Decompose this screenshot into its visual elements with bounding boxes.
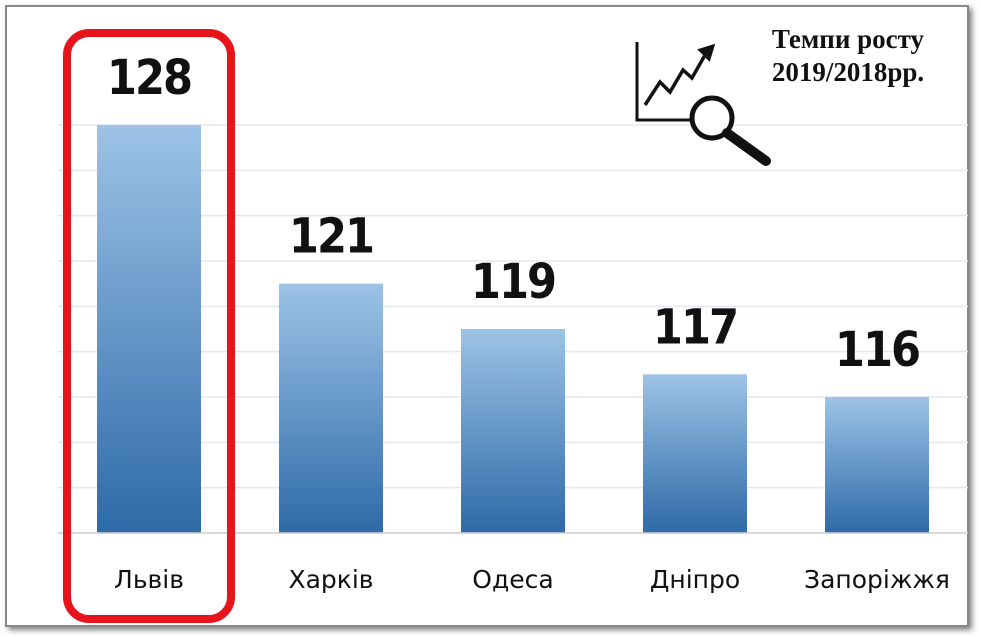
x-tick-label: Харків [288, 565, 373, 594]
bar [643, 374, 747, 533]
plot: 128 Львів 121 Харків 119 Одеса 117 Дніпро 116 Зап… [58, 50, 968, 594]
chart-subtitle: 2019/2018рр. [772, 57, 924, 87]
highlight-box [63, 29, 235, 623]
value-label: 116 [835, 322, 919, 378]
value-label: 121 [289, 209, 373, 265]
value-label: 117 [653, 299, 737, 355]
value-label: 119 [471, 254, 555, 310]
bar [461, 329, 565, 533]
bar [97, 125, 201, 533]
x-tick-label: Одеса [472, 565, 553, 594]
x-tick-label: Львів [114, 565, 184, 594]
x-tick-label: Запоріжжя [804, 565, 950, 594]
x-tick-label: Дніпро [650, 565, 740, 594]
icon [635, 42, 771, 166]
bar [279, 283, 383, 533]
value-label: 128 [107, 50, 191, 106]
chart-title: Темпи росту [772, 24, 925, 54]
bar [825, 397, 929, 533]
